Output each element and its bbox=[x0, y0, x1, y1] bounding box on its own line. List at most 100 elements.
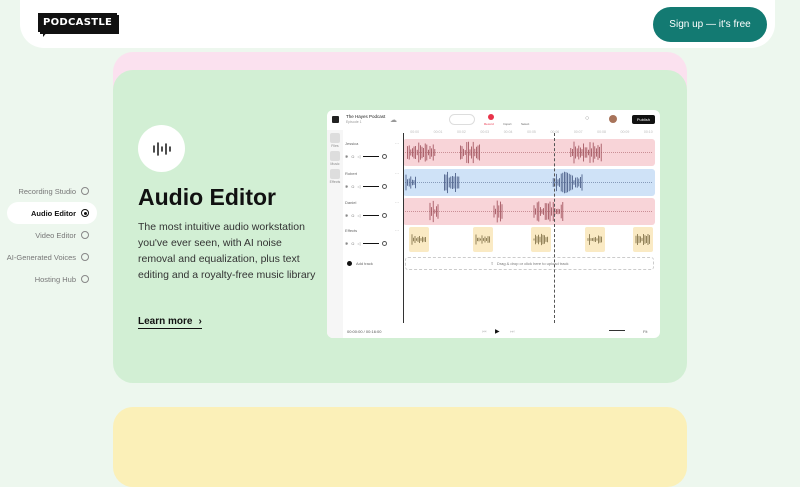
track-header[interactable]: Jessica ✱ Ω ◁ ⋯ bbox=[345, 141, 401, 169]
nav-item-ai-voices[interactable]: AI-Generated Voices bbox=[7, 246, 92, 268]
play-icon[interactable]: ▶ bbox=[495, 329, 500, 335]
learn-more-label: Learn more bbox=[138, 316, 193, 327]
track-name: Effects bbox=[345, 228, 358, 233]
project-subtitle: Episode 1 bbox=[346, 120, 362, 124]
zoom-slider[interactable] bbox=[609, 330, 625, 331]
feature-nav: Recording Studio Audio Editor Video Edit… bbox=[6, 180, 97, 290]
record-icon[interactable] bbox=[488, 114, 494, 120]
radio-selected-icon bbox=[81, 209, 89, 217]
select-label: Select bbox=[521, 122, 530, 126]
music-icon[interactable] bbox=[330, 151, 340, 161]
nav-label: Recording Studio bbox=[18, 186, 76, 196]
track-menu-icon[interactable]: ⋯ bbox=[395, 200, 399, 205]
app-logo-icon bbox=[332, 116, 339, 123]
headphones-icon[interactable]: Ω bbox=[351, 154, 355, 159]
avatar[interactable] bbox=[609, 115, 617, 123]
sidebar-label: Files bbox=[331, 144, 339, 148]
editor-preview: The Hayes Podcast Episode 1 ☁ Record Imp… bbox=[327, 110, 660, 338]
volume-icon[interactable]: ◁ bbox=[357, 154, 361, 159]
headphones-icon[interactable]: Ω bbox=[351, 241, 355, 246]
radio-icon bbox=[81, 187, 89, 195]
track-header[interactable]: Daniel ✱ Ω ◁ ⋯ bbox=[345, 200, 401, 228]
radio-icon bbox=[81, 253, 89, 261]
feature-description: The most intuitive audio workstation you… bbox=[138, 221, 316, 281]
volume-slider[interactable] bbox=[363, 243, 380, 244]
nav-label: Audio Editor bbox=[31, 208, 76, 218]
volume-icon[interactable]: ◁ bbox=[357, 184, 361, 189]
next-feature-card bbox=[113, 407, 687, 487]
radio-icon bbox=[81, 231, 89, 239]
timeline-cursor bbox=[554, 133, 555, 323]
rewind-icon[interactable]: ⏮ bbox=[482, 329, 487, 335]
ruler-tick: 00:06 bbox=[550, 130, 560, 134]
volume-slider[interactable] bbox=[363, 156, 380, 157]
track-lane[interactable] bbox=[403, 226, 655, 253]
view-toggle[interactable] bbox=[449, 114, 475, 125]
track-lane[interactable] bbox=[403, 169, 655, 196]
learn-more-link[interactable]: Learn more › bbox=[138, 316, 202, 329]
nav-item-hosting-hub[interactable]: Hosting Hub bbox=[7, 268, 92, 290]
track-menu-icon[interactable]: ⋯ bbox=[395, 141, 399, 146]
ruler-tick: 00:07 bbox=[573, 130, 583, 134]
feature-title: Audio Editor bbox=[138, 184, 276, 210]
headphones-icon[interactable]: Ω bbox=[351, 213, 355, 218]
volume-slider[interactable] bbox=[363, 186, 380, 187]
ruler-tick: 00:03 bbox=[480, 130, 490, 134]
ruler-tick: 00:04 bbox=[503, 130, 513, 134]
import-label: Import bbox=[503, 122, 512, 126]
effects-icon[interactable] bbox=[330, 169, 340, 179]
podcastle-logo[interactable]: PODCASTLE bbox=[38, 13, 118, 37]
ruler-tick: 00:00 bbox=[410, 130, 420, 134]
ruler-tick: 00:01 bbox=[433, 130, 443, 134]
effect-clip bbox=[585, 227, 605, 252]
effect-clip bbox=[531, 227, 551, 252]
fit-button[interactable]: Fit bbox=[643, 329, 648, 334]
waveform-icon bbox=[138, 125, 185, 172]
track-menu-icon[interactable]: ⋯ bbox=[395, 228, 399, 233]
track-lane[interactable] bbox=[403, 198, 655, 225]
signup-button[interactable]: Sign up — it's free bbox=[653, 7, 767, 42]
ruler-tick: 00:10 bbox=[643, 130, 653, 134]
volume-icon[interactable]: ◁ bbox=[357, 241, 361, 246]
timeline-ruler[interactable]: 00:00 00:01 00:02 00:03 00:04 00:05 00:06 00:07… bbox=[403, 130, 660, 138]
forward-icon[interactable]: ⏭ bbox=[510, 329, 515, 335]
editor-sidebar: Files Music Effects bbox=[327, 130, 343, 338]
add-track-button[interactable]: Add track bbox=[347, 257, 403, 270]
track-name: Robert bbox=[345, 171, 358, 176]
ruler-tick: 00:02 bbox=[457, 130, 466, 134]
chevron-right-icon: › bbox=[198, 316, 202, 327]
mute-icon[interactable]: ✱ bbox=[345, 184, 349, 189]
mute-icon[interactable]: ✱ bbox=[345, 241, 349, 246]
sidebar-label: Effects bbox=[329, 180, 341, 184]
comment-icon[interactable]: ○ bbox=[585, 115, 590, 122]
mute-icon[interactable]: ✱ bbox=[345, 154, 349, 159]
files-icon[interactable] bbox=[330, 133, 340, 143]
nav-label: Video Editor bbox=[35, 230, 76, 240]
track-lane[interactable] bbox=[403, 139, 655, 166]
upload-label: Drag & drop or click here to upload trac… bbox=[496, 261, 569, 266]
track-name: Daniel bbox=[345, 200, 357, 205]
publish-button[interactable]: Publish bbox=[631, 115, 655, 124]
nav-item-video-editor[interactable]: Video Editor bbox=[7, 224, 92, 246]
track-header[interactable]: Effects ✱ Ω ◁ ⋯ bbox=[345, 228, 401, 256]
effect-clip bbox=[473, 227, 493, 252]
add-track-label: Add track bbox=[356, 261, 373, 266]
project-title: The Hayes Podcast bbox=[346, 114, 386, 119]
mute-icon[interactable]: ✱ bbox=[345, 213, 349, 218]
effect-clip bbox=[633, 227, 653, 252]
track-header[interactable]: Robert ✱ Ω ◁ ⋯ bbox=[345, 171, 401, 199]
ruler-tick: 00:05 bbox=[527, 130, 536, 134]
playhead[interactable] bbox=[403, 133, 404, 323]
headphones-icon[interactable]: Ω bbox=[351, 184, 355, 189]
volume-slider[interactable] bbox=[363, 215, 380, 216]
site-header: PODCASTLE Sign up — it's free bbox=[20, 0, 775, 48]
nav-item-audio-editor[interactable]: Audio Editor bbox=[6, 202, 97, 224]
radio-icon bbox=[81, 275, 89, 283]
volume-icon[interactable]: ◁ bbox=[357, 213, 361, 218]
nav-item-recording-studio[interactable]: Recording Studio bbox=[7, 180, 92, 202]
track-menu-icon[interactable]: ⋯ bbox=[395, 171, 399, 176]
plus-icon bbox=[347, 261, 352, 266]
effect-clip bbox=[409, 227, 429, 252]
upload-dropzone[interactable]: ⇪ Drag & drop or click here to upload tra… bbox=[405, 257, 654, 270]
sidebar-label: Music bbox=[330, 162, 340, 166]
